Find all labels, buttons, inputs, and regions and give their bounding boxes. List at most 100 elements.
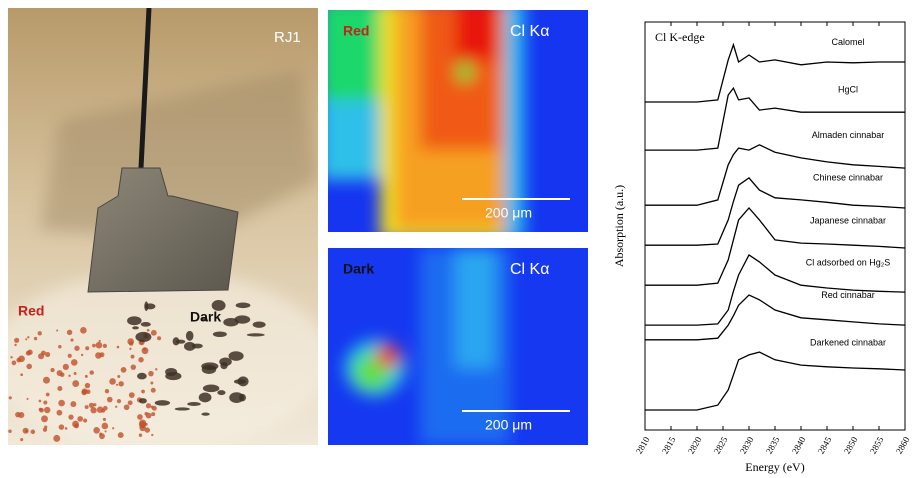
red-speck (118, 381, 123, 386)
red-speck (23, 428, 29, 434)
red-speck (46, 393, 50, 397)
spectrum-line (645, 88, 905, 150)
red-speck (81, 354, 83, 356)
x-tick-label: 2810 (634, 435, 652, 456)
red-speck (157, 336, 161, 340)
series-label: Chinese cinnabar (813, 172, 883, 182)
x-axis-label: Energy (eV) (745, 460, 804, 474)
red-speck (146, 413, 152, 419)
x-tick-label: 2825 (712, 435, 730, 456)
x-tick-label: 2840 (790, 435, 808, 456)
dark-speck (139, 398, 147, 403)
spectrum-line (645, 295, 905, 340)
annotation: Cl K-edge (655, 30, 705, 44)
red-speck (31, 430, 36, 435)
dark-speck (207, 367, 217, 370)
photo (0, 8, 330, 450)
x-tick-label: 2835 (764, 435, 782, 456)
red-speck (56, 329, 58, 331)
red-speck (115, 406, 117, 408)
dark-speck (201, 413, 209, 416)
red-speck (83, 418, 87, 422)
dark-speck (155, 400, 170, 406)
red-speck (43, 400, 47, 404)
red-speck (148, 371, 154, 377)
red-speck (117, 399, 121, 403)
red-speck (68, 375, 70, 377)
red-speck (103, 344, 107, 348)
red-speck (151, 412, 155, 416)
red-speck (146, 403, 151, 408)
red-speck (131, 364, 136, 369)
red-speck (68, 354, 72, 358)
red-speck (74, 346, 79, 351)
red-speck (103, 418, 106, 421)
red-speck (27, 336, 29, 338)
red-speck (63, 364, 69, 370)
dark-speck (217, 390, 225, 395)
red-speck (20, 438, 23, 441)
dark-speck (145, 303, 156, 309)
red-speck (18, 412, 24, 418)
red-speck (39, 408, 42, 411)
red-speck (8, 430, 11, 433)
red-speck (71, 359, 78, 366)
dark-speck (234, 379, 246, 384)
red-speck (93, 427, 100, 434)
red-speck (70, 338, 73, 341)
x-tick-label: 2855 (868, 435, 886, 456)
red-speck (85, 383, 90, 388)
red-speck (85, 375, 88, 378)
red-speck (38, 331, 42, 335)
red-speck (44, 407, 50, 413)
dark-speck (135, 332, 151, 342)
red-speck (26, 364, 32, 370)
dark-speck (247, 333, 265, 336)
red-speck (139, 434, 142, 437)
red-speck (20, 373, 23, 376)
x-tick-label: 2850 (842, 435, 860, 456)
x-tick-label: 2815 (660, 435, 678, 456)
red-speck (38, 353, 44, 359)
red-speck (117, 375, 120, 378)
dark-speck (253, 321, 266, 327)
red-speck (121, 367, 127, 373)
dark-speck (236, 303, 251, 309)
red-speck (109, 378, 116, 385)
red-speck (26, 351, 31, 356)
scale-label: 200 μm (485, 205, 532, 221)
dark-speck (141, 322, 151, 327)
spectrum-line (645, 45, 905, 102)
x-tick-label: 2860 (894, 435, 912, 456)
dark-label: Dark (190, 309, 221, 325)
red-speck (151, 388, 156, 393)
red-speck (70, 401, 76, 407)
red-speck (89, 370, 93, 374)
red-speck (45, 352, 50, 357)
series-label: Calomel (831, 37, 864, 47)
red-speck (58, 400, 65, 407)
x-tick-label: 2820 (686, 435, 704, 456)
series-label: Japanese cinnabar (810, 216, 886, 226)
red-speck (137, 414, 143, 420)
red-speck (68, 414, 73, 419)
red-speck (103, 406, 108, 411)
red-speck (18, 355, 25, 362)
dark-speck (176, 340, 186, 344)
red-speck (85, 405, 89, 409)
dark-speck (175, 407, 190, 410)
dark-speck (132, 326, 139, 329)
red-speck (97, 406, 103, 412)
red-speck (129, 348, 131, 350)
spectrum-line (645, 352, 905, 410)
red-speck (53, 435, 60, 442)
red-speck (116, 384, 118, 386)
red-speck (12, 361, 17, 366)
y-axis-label: Absorption (a.u.) (612, 185, 626, 267)
map-sample: Dark (343, 261, 374, 277)
red-speck (74, 372, 77, 375)
red-speck (141, 390, 145, 394)
red-speck (129, 392, 135, 398)
series-label: Almaden cinnabar (812, 130, 885, 140)
red-speck (74, 424, 79, 429)
